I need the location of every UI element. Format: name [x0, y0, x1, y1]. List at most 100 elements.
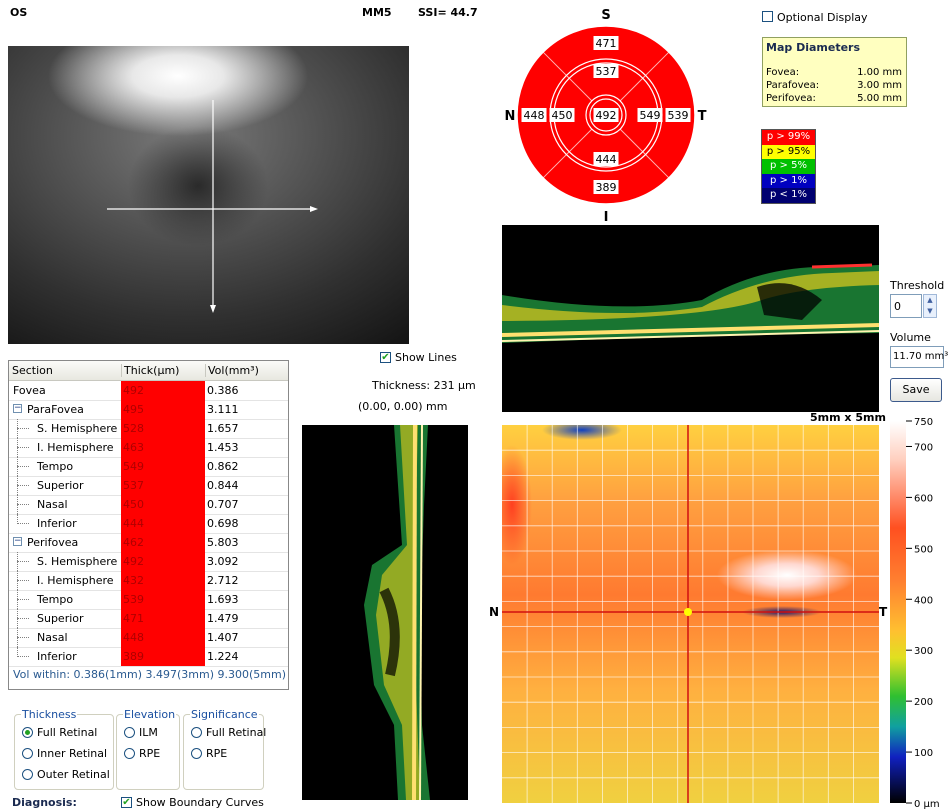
tree-line	[17, 466, 29, 467]
collapse-toggle[interactable]: −	[13, 536, 22, 546]
tree-line	[17, 428, 29, 429]
table-row: Nasal 448 1.407	[9, 628, 288, 648]
sector-value-box	[593, 64, 619, 78]
vol-cell: 1.657	[207, 422, 239, 435]
volume-input[interactable]: 11.70 mm³	[890, 346, 948, 368]
radio-label: Inner Retinal	[37, 747, 108, 760]
orientation-label: N	[505, 109, 516, 124]
legend-entry: p > 95%	[762, 144, 815, 160]
radio[interactable]	[191, 748, 202, 759]
sector-value-box	[549, 108, 575, 122]
sector-value-box	[593, 36, 619, 50]
sector-value: 389	[596, 181, 617, 194]
thick-cell: 462	[121, 533, 205, 552]
tree-line	[17, 599, 29, 600]
section-name: Inferior	[37, 517, 77, 530]
section-name: I. Hemisphere	[37, 441, 114, 454]
tree-line	[17, 561, 29, 562]
optional-display-checkbox[interactable]	[762, 11, 773, 22]
sector-value-box	[593, 108, 619, 122]
thick-cell: 528	[121, 419, 205, 438]
section-name: Perifovea	[27, 536, 79, 549]
tree-line	[17, 504, 29, 505]
sector-value: 537	[596, 65, 617, 78]
sector-value-box	[521, 108, 547, 122]
vol-cell: 1.453	[207, 441, 239, 454]
table-row: Superior 537 0.844	[9, 476, 288, 496]
table-row: Inferior 444 0.698	[9, 514, 288, 534]
colorbar-tick-label: 300	[914, 646, 933, 657]
thick-cell: 463	[121, 438, 205, 457]
radio[interactable]	[191, 727, 202, 738]
sector-value-box	[637, 108, 663, 122]
map-size: 5mm x 5mm	[810, 411, 886, 424]
vol-cell: 0.707	[207, 498, 239, 511]
section-name: Inferior	[37, 650, 77, 663]
thick-cell: 537	[121, 476, 205, 495]
sector-value-box	[593, 180, 619, 194]
sector-value: 444	[596, 153, 617, 166]
vol-cell: 2.712	[207, 574, 239, 587]
section-name: S. Hemisphere	[37, 422, 118, 435]
sector-value: 471	[596, 37, 617, 50]
orientation-label: S	[601, 8, 610, 23]
diameter-value: 1.00 mm	[857, 67, 902, 78]
show-boundary-checkbox[interactable]: ✔	[121, 797, 132, 808]
thickness-table: Section Thick(µm) Vol(mm³) Fovea 492 0.386− Pa…	[8, 360, 289, 690]
section-name: I. Hemisphere	[37, 574, 114, 587]
radio[interactable]	[124, 748, 135, 759]
table-row: Superior 471 1.479	[9, 609, 288, 629]
map-nasal-label: N	[489, 605, 500, 619]
colorbar-axis: 0 µm 100 200 300 400 500 600 700 750	[906, 417, 940, 810]
table-row: S. Hemisphere 492 3.092	[9, 552, 288, 572]
elevation-group: Elevation ILM RPE	[116, 708, 180, 790]
radio[interactable]	[22, 727, 33, 738]
fundus-image	[8, 46, 409, 344]
section-name: S. Hemisphere	[37, 555, 118, 568]
table-row: − Perifovea 462 5.803	[9, 533, 288, 553]
table-row: Nasal 450 0.707	[9, 495, 288, 515]
vertical-bscan	[302, 425, 468, 800]
table-row: Tempo 549 0.862	[9, 457, 288, 477]
threshold-spinner[interactable]: ▲ ▼	[923, 294, 937, 318]
sector-value-box	[593, 152, 619, 166]
threshold-input[interactable]: 0	[890, 294, 922, 318]
vol-cell: 1.224	[207, 650, 239, 663]
show-lines-checkbox[interactable]: ✔	[380, 352, 391, 363]
sector-value: 492	[596, 109, 617, 122]
sector-value: 450	[552, 109, 573, 122]
column-header: Thick(µm)	[121, 364, 179, 377]
tree-line	[17, 523, 29, 524]
legend-entry: p > 99%	[762, 130, 815, 145]
collapse-toggle[interactable]: −	[13, 403, 22, 413]
group-title: Significance	[190, 708, 259, 721]
radio[interactable]	[22, 748, 33, 759]
colorbar-tick-label: 0 µm	[914, 799, 940, 810]
volume-value: 11.70 mm³	[893, 351, 948, 362]
diameter-name: Perifovea:	[766, 93, 816, 104]
table-row: Inferior 389 1.224	[9, 647, 288, 667]
thickness-group: Thickness Full Retinal Inner Retinal Outer …	[14, 708, 114, 790]
optional-display-label: Optional Display	[777, 11, 868, 24]
table-row: Fovea 492 0.386	[9, 381, 288, 401]
show-lines-label: Show Lines	[395, 351, 457, 364]
sector-divider	[619, 128, 670, 179]
map-overlay	[502, 425, 879, 803]
radio[interactable]	[22, 769, 33, 780]
legend-entry: p > 1%	[762, 173, 815, 189]
tree-line	[17, 485, 29, 486]
map-center-dot	[684, 608, 692, 616]
ring-border	[589, 98, 623, 132]
table-footer: Vol within: 0.386(1mm) 3.497(3mm) 9.300(…	[13, 668, 287, 681]
save-button[interactable]: Save	[890, 378, 942, 402]
vol-cell: 3.092	[207, 555, 239, 568]
sector-map: 492 537 471 S 444 389 I 450 448 N 549 539 T	[505, 8, 707, 225]
diameter-value: 3.00 mm	[857, 80, 902, 91]
thick-cell: 389	[121, 647, 205, 666]
legend-entry: p > 5%	[762, 159, 815, 174]
colorbar-tick-label: 700	[914, 442, 933, 453]
radio[interactable]	[124, 727, 135, 738]
thick-cell: 450	[121, 495, 205, 514]
table-header: Section Thick(µm) Vol(mm³)	[9, 361, 288, 381]
